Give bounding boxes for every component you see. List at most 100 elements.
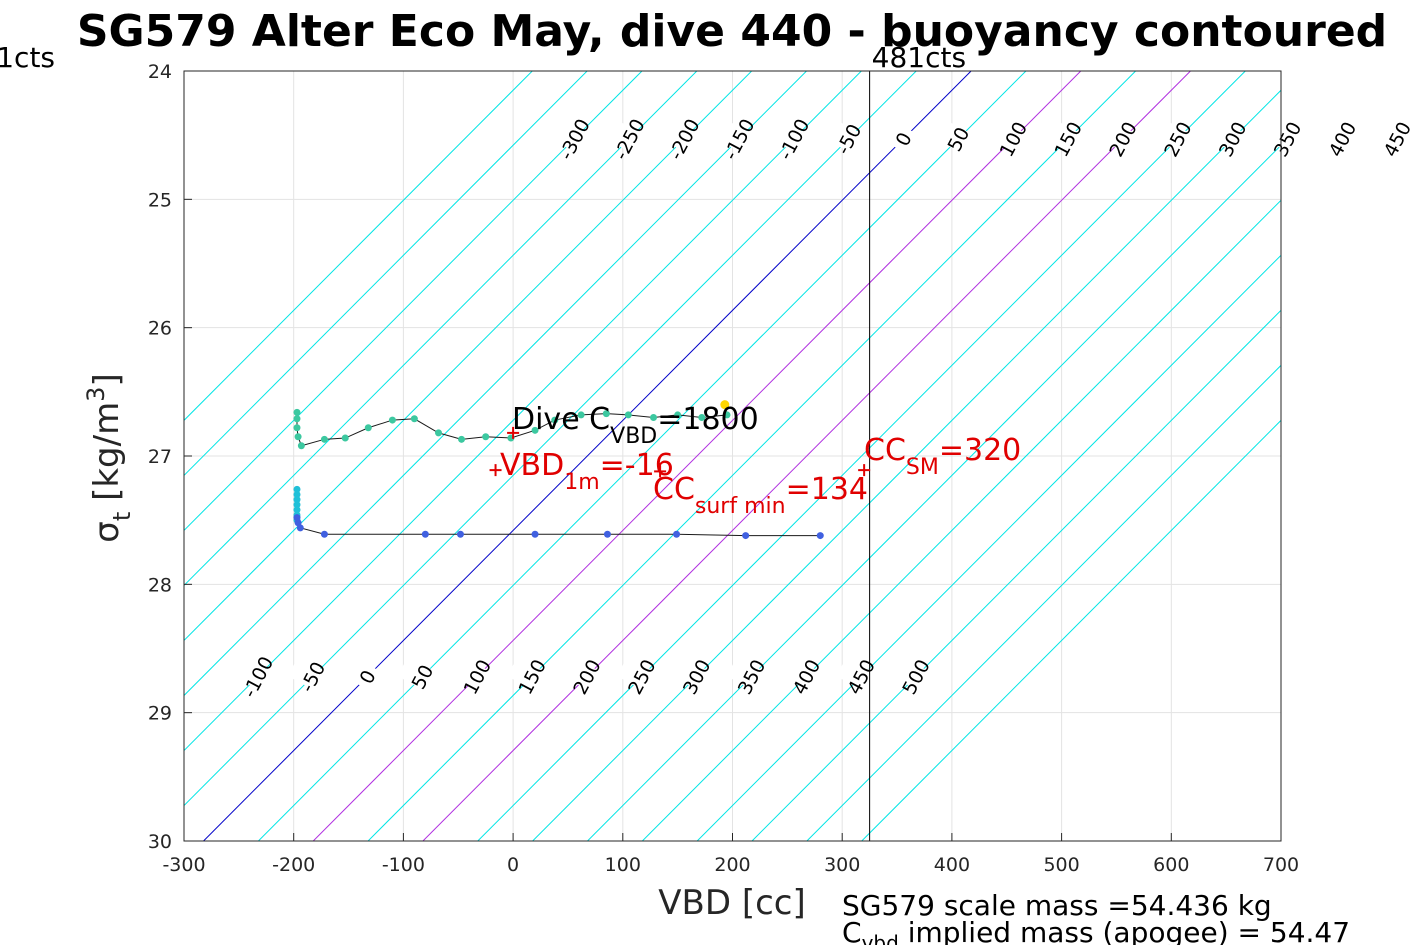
annotations: Dive CVBD=1800 VBD1m=-16 CCsurf min=134 …	[500, 402, 1021, 519]
data-point	[293, 424, 301, 432]
contour-labels: -300 -250 -200 -150 -100 -50 0 50 100 150 200 250 30…	[232, 115, 1417, 701]
x-tick-labels: -300 -200 -100 0 100 200 300 400 500 600 700	[162, 833, 1299, 876]
contour-label-bg	[659, 118, 709, 160]
data-point	[293, 485, 301, 493]
x-tick-label: 300	[824, 854, 860, 876]
data-point	[293, 491, 301, 498]
data-point	[293, 415, 301, 423]
x-tick-label: 700	[1263, 854, 1299, 876]
data-point	[388, 416, 396, 424]
chart-title: SG579 Alter Eco May, dive 440 - buoyancy…	[77, 6, 1387, 57]
contour-line	[367, 71, 1137, 841]
implied-mass-note: Cvbd implied mass (apogee) = 54.47	[842, 916, 1350, 945]
contour-label-bg	[1262, 118, 1312, 160]
contour-label-bg	[616, 656, 667, 697]
contour-label-bg	[878, 118, 928, 160]
data-point	[421, 530, 429, 538]
contour-line	[422, 71, 1192, 841]
x-tick-label: 600	[1153, 854, 1189, 876]
contour-label-bg	[1043, 118, 1093, 160]
contour-line	[751, 309, 1281, 841]
contour-label-bg	[1098, 118, 1148, 160]
contour-line	[861, 419, 1281, 841]
contour-label-bg	[507, 656, 557, 697]
contour-line	[184, 71, 588, 477]
data-point	[602, 410, 610, 418]
contour-label-bg	[232, 656, 283, 697]
data-point	[296, 524, 304, 532]
contour-label-bg	[1152, 118, 1203, 160]
data-point	[294, 433, 302, 441]
data-point	[624, 411, 632, 419]
contour-line	[312, 71, 1082, 841]
data-point	[816, 532, 824, 540]
x-tick-label: -200	[272, 854, 315, 876]
x-tick-label: 100	[605, 854, 641, 876]
highlight-point	[720, 400, 730, 410]
data-point	[293, 501, 301, 509]
data-point	[673, 530, 681, 538]
contour-label-bg	[342, 656, 392, 697]
data-point	[435, 429, 443, 437]
x-tick-label: 400	[934, 854, 970, 876]
y-tick-label: 27	[148, 446, 172, 468]
cc-surf-min-annotation: CCsurf min=134	[653, 472, 868, 519]
contour-line	[184, 71, 643, 532]
vbd-1m-annotation: VBD1m=-16	[500, 448, 674, 495]
y-tick-label: 25	[148, 189, 172, 211]
contour-label-bg	[1317, 118, 1367, 160]
data-point	[723, 411, 731, 419]
contour-line	[586, 144, 1281, 841]
contour-line	[531, 89, 1281, 841]
x-tick-label: -300	[162, 854, 205, 876]
x-tick-label: 200	[714, 854, 750, 876]
y-tick-label: 28	[148, 574, 172, 596]
contour-label-bg	[836, 656, 886, 697]
data-point	[531, 530, 539, 538]
data-point	[458, 435, 466, 443]
contour-label-bg	[714, 118, 764, 160]
contour-label-bg	[452, 656, 502, 697]
contour-line	[806, 364, 1281, 841]
cc-sm-annotation: CCSM=320	[864, 433, 1021, 480]
y-tick-labels: 24 25 26 27 28 29 30	[148, 61, 192, 853]
contour-line	[184, 71, 917, 807]
contour-line	[641, 199, 1281, 841]
contour-line	[184, 71, 808, 697]
count-line-label: 1cts	[0, 41, 55, 74]
y-axis-label: σt [kg/m3]	[82, 373, 136, 542]
data-point	[674, 411, 682, 419]
data-point	[293, 496, 301, 504]
contour-label-bg	[781, 656, 831, 697]
contour-label-bg	[988, 118, 1038, 160]
x-tick-label: 0	[507, 854, 519, 876]
contour-label-bg	[562, 656, 612, 697]
y-tick-label: 24	[148, 61, 172, 83]
y-tick-label: 26	[148, 318, 172, 340]
data-point	[577, 411, 585, 419]
contour-line	[696, 254, 1281, 841]
y-tick-label: 29	[148, 703, 172, 725]
data-point	[650, 414, 658, 421]
contour-label-bg	[397, 656, 447, 697]
contour-line	[184, 71, 863, 752]
data-point	[531, 426, 539, 434]
contour-label-bg	[823, 118, 874, 160]
x-axis-label: VBD [cc]	[658, 883, 806, 923]
data-point	[603, 530, 611, 538]
contour-label-bg	[933, 118, 983, 160]
vbd-markers	[489, 426, 871, 478]
contour-line	[257, 71, 1027, 841]
vertical-lines: 1cts 481cts	[0, 41, 966, 841]
data-point	[551, 416, 559, 424]
count-line-label: 481cts	[872, 41, 966, 74]
contour-label-bg	[1207, 118, 1257, 160]
y-tick-label: 30	[148, 831, 172, 853]
data-point	[293, 506, 301, 514]
contour-line	[184, 71, 533, 422]
contour-label-bg	[726, 656, 776, 697]
contour-label-bg	[604, 118, 654, 160]
data-point	[698, 414, 706, 421]
contour-line	[184, 71, 698, 587]
